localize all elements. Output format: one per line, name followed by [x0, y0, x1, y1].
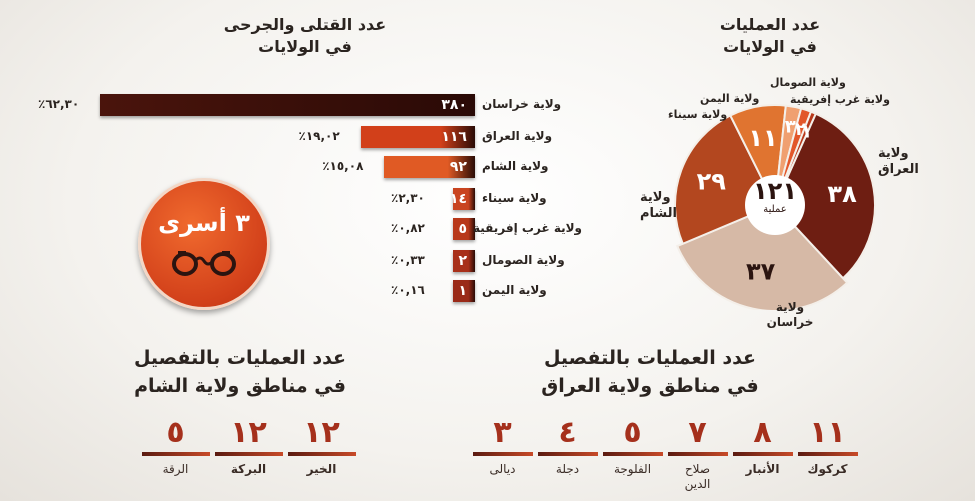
handcuffs-icon: [172, 251, 236, 276]
detail-cell-label: الخير: [306, 462, 337, 476]
bar-value-label: ١: [458, 283, 467, 299]
pie-label-khorasan: ولاية خراسان: [766, 300, 814, 329]
pie-label-yemen: ولاية اليمن: [700, 92, 760, 105]
pie-label-westafrica: ولاية غرب إفريقية: [790, 93, 890, 106]
pie-slice-value-label: ٢٩: [697, 167, 727, 195]
detail-cell-value: ١٢: [303, 415, 340, 450]
bar-percent-label: ٢,٣٠٪: [391, 191, 425, 205]
detail-cell-divider: [287, 452, 356, 456]
detail-cell: ٥ الفلوجة: [600, 416, 665, 477]
detail-cell-value: ٣: [493, 415, 512, 450]
pie-center-value: ١٢١: [753, 177, 797, 205]
detail-cell-value: ٥: [166, 415, 185, 450]
detail-cell-divider: [214, 452, 283, 456]
prisoners-badge: ٣ أسرى: [138, 178, 270, 310]
bar-6: ٢: [453, 250, 475, 272]
casualties-title: عدد القتلى والجرحى في الولايات: [223, 15, 387, 56]
pie-label-sham: ولاية الشام: [640, 190, 677, 221]
detail-cell: ١٢ البركة: [212, 416, 285, 477]
detail-cell-divider: [732, 452, 793, 456]
detail-cell-value: ٧: [688, 415, 707, 450]
detail-cell-label: صلاح الدين: [684, 462, 711, 491]
detail-cell-value: ٤: [558, 415, 577, 450]
detail-cell-label: ديالى: [489, 462, 516, 476]
bar-category-label: ولاية سيناء: [482, 191, 547, 205]
detail-cell-divider: [667, 452, 728, 456]
detail-cell: ٧ صلاح الدين: [665, 416, 730, 492]
bar-category-label: ولاية الصومال: [482, 253, 565, 267]
operations-pie-chart: ٣٨ ٣٧ ٢٩ ١١ ٣ ٢١: [674, 104, 876, 310]
pie-label-sinai: ولاية سيناء: [668, 108, 728, 121]
pie-slice-value-label: ٣٧: [746, 257, 776, 285]
pie-slice-1: [773, 112, 876, 280]
prisoners-count: ٣ أسرى: [158, 209, 250, 237]
detail-cell: ٤ دجلة: [535, 416, 600, 477]
detail-cell-value: ٨: [753, 415, 772, 450]
detail-cell: ١١ كركوك: [795, 416, 860, 477]
detail-cell-label: كركوك: [807, 462, 848, 476]
bar-value-label: ١٤: [449, 191, 467, 207]
detail-cell-value: ٥: [623, 415, 642, 450]
detail-cell-label: الأنبار: [745, 462, 780, 476]
detail-cell: ٣ ديالى: [470, 416, 535, 477]
detail-cell-divider: [472, 452, 533, 456]
iraq-detail-title: عدد العمليات بالتفصيل في مناطق ولاية الع…: [541, 347, 759, 397]
pie-label-iraq: ولاية العراق: [878, 146, 919, 177]
bar-5: ٥: [453, 218, 475, 240]
pie-center-unit: عملية: [763, 204, 787, 215]
detail-cell-value: ١٢: [230, 415, 267, 450]
bar-value-label: ٣٨٠: [441, 97, 467, 113]
pie-slice-value-label: ١: [801, 121, 812, 142]
pie-slice-value-label: ٣٨: [827, 180, 857, 208]
detail-cell: ١٢ الخير: [285, 416, 358, 477]
detail-cell-label: الفلوجة: [613, 462, 652, 476]
bar-percent-label: ٠,٣٣٪: [391, 253, 425, 267]
bar-category-label: ولاية غرب إفريقية: [472, 221, 582, 235]
pie-center-circle: [745, 175, 805, 235]
detail-cell-divider: [797, 452, 858, 456]
sham-detail-title: عدد العمليات بالتفصيل في مناطق ولاية الش…: [133, 347, 347, 397]
detail-cell-divider: [537, 452, 598, 456]
pie-label-somalia: ولاية الصومال: [770, 76, 846, 89]
detail-cell-divider: [602, 452, 663, 456]
pie-slice-value-label: ٣: [785, 116, 796, 137]
pie-slice-value-label: ١١: [748, 124, 777, 152]
bar-4: ١٤: [449, 188, 475, 210]
detail-cell-label: دجلة: [555, 462, 580, 476]
bar-category-label: ولاية الشام: [482, 159, 549, 173]
detail-cell-label: الرقة: [162, 462, 189, 476]
bar-percent-label: ١٩,٠٢٪: [298, 129, 340, 143]
bar-percent-label: ٦٢,٣٠٪: [38, 97, 80, 111]
detail-cell: ٨ الأنبار: [730, 416, 795, 477]
bar-percent-label: ١٥,٠٨٪: [322, 159, 364, 173]
detail-cell-divider: [141, 452, 210, 456]
bar-value-label: ٥: [458, 221, 467, 237]
bar-value-label: ٩٢: [449, 159, 467, 175]
pie-slice-value-label: ٢: [795, 119, 806, 140]
bar-category-label: ولاية العراق: [482, 129, 553, 143]
bar-percent-label: ٠,٨٢٪: [391, 221, 425, 235]
detail-cell: ٥ الرقة: [139, 416, 212, 477]
bar-category-label: ولاية خراسان: [482, 97, 562, 111]
bar-category-label: ولاية اليمن: [482, 283, 547, 297]
operations-title: عدد العمليات في الولايات: [719, 15, 821, 56]
bar-7: ١: [453, 280, 475, 302]
bar-percent-label: ٠,١٦٪: [391, 283, 425, 297]
bar-3: ٩٢: [384, 156, 475, 178]
bar-value-label: ٢: [458, 253, 467, 269]
detail-cell-value: ١١: [809, 415, 846, 450]
pie-center: ١٢١ عملية: [746, 178, 804, 216]
bar-2: ١١٦: [360, 126, 475, 148]
pie-slice-2: [675, 203, 849, 310]
bar-1: ٣٨٠: [100, 94, 475, 116]
detail-cell-label: البركة: [230, 462, 267, 476]
bar-value-label: ١١٦: [441, 129, 467, 145]
